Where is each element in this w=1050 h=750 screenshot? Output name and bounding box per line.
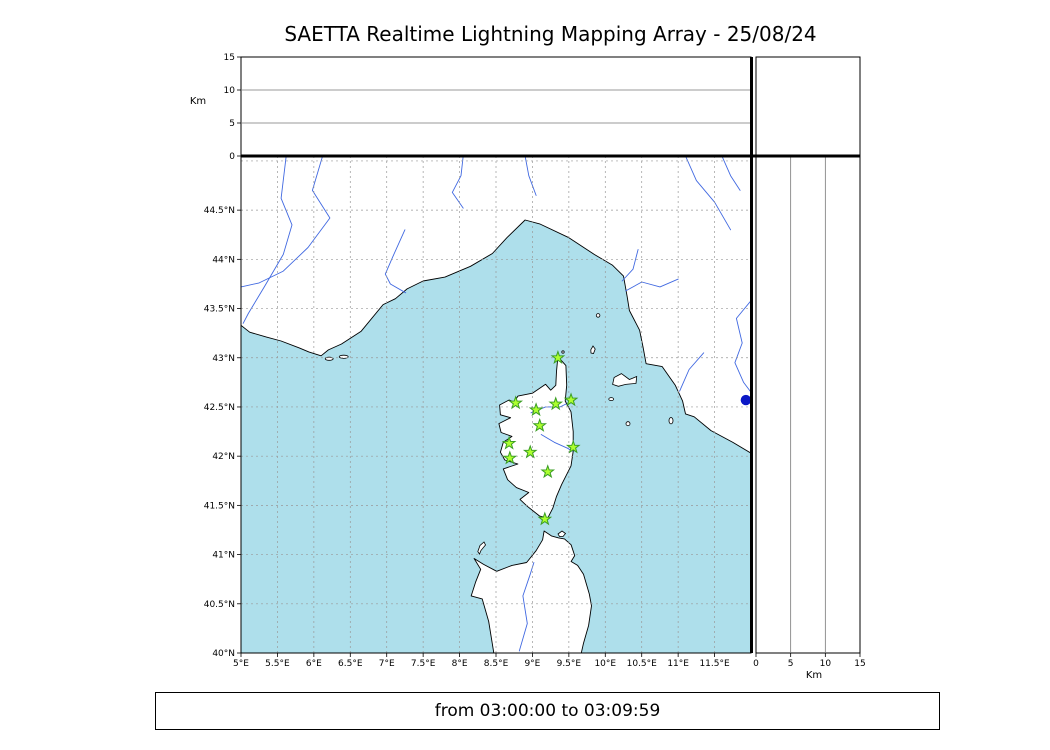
lma-station-marker: [508, 395, 524, 410]
lon-tick-label: 9°E: [524, 659, 540, 669]
time-window-box: from 03:00:00 to 03:09:59: [155, 692, 940, 730]
lma-station-marker: [550, 350, 566, 364]
lat-tick-label: 40°N: [212, 649, 235, 659]
island-giraglia: [561, 350, 565, 354]
lma-station-marker: [532, 417, 548, 432]
island-elba: [612, 373, 638, 387]
lma-station-marker: [540, 464, 556, 479]
island-sardinia: [470, 530, 592, 653]
lma-station-marker: [565, 439, 581, 454]
altitude-right-panel: 0 5 10 15 Km: [753, 155, 866, 681]
island-maddalena: [557, 530, 567, 537]
lon-tick-label: 5°E: [233, 659, 249, 669]
lon-tick-label: 10.5°E: [627, 659, 658, 669]
river-coghinas: [518, 562, 535, 652]
km-tick-label: 15: [854, 659, 865, 669]
river-serchio: [621, 249, 639, 282]
lat-tick-label: 43.5°N: [204, 305, 235, 315]
lat-tick-label: 40.5°N: [204, 600, 235, 610]
lon-tick-label: 5.5°E: [265, 659, 290, 669]
lma-station-marker: [563, 392, 579, 407]
altitude-top-km-label: Km: [190, 96, 206, 107]
lon-tick-label: 11.5°E: [699, 659, 730, 669]
lat-tick-label: 44°N: [212, 255, 235, 265]
corner-panel: [755, 56, 861, 157]
lma-station-marker: [528, 402, 544, 417]
km-tick-label: 15: [224, 53, 235, 63]
lma-station-marker: [522, 444, 538, 459]
rivers: [241, 156, 751, 652]
river-rhone: [242, 156, 293, 324]
island-giglio: [668, 417, 674, 425]
lon-tick-label: 8°E: [452, 659, 468, 669]
island-pianosa: [608, 397, 614, 402]
coastline-mainland: [241, 156, 751, 454]
lon-tick-label: 6°E: [306, 659, 322, 669]
altitude-top-ticks: 15 10 5 0: [224, 53, 241, 162]
km-tick-label: 5: [788, 659, 794, 669]
altitude-top-frame: [240, 56, 752, 157]
altitude-top-gridlines: [241, 89, 751, 124]
lon-tick-label: 8.5°E: [484, 659, 509, 669]
lat-tick-label: 44.5°N: [204, 206, 235, 216]
lon-tick-label: 10°E: [594, 659, 616, 669]
lat-tick-label: 42.5°N: [204, 403, 235, 413]
altitude-right-km-label: Km: [806, 670, 822, 681]
page-title: SAETTA Realtime Lightning Mapping Array …: [284, 22, 817, 46]
river-tiber: [734, 300, 751, 393]
island-corsica: [498, 356, 574, 519]
lat-tick-label: 42°N: [212, 452, 235, 462]
km-tick-label: 10: [820, 659, 832, 669]
river-topright: [721, 156, 741, 191]
river-arno: [625, 278, 679, 292]
lon-tick-label: 7.5°E: [411, 659, 436, 669]
map-axis-ticks: 44.5°N 44°N 43.5°N 43°N 42.5°N 42°N 41.5°N 41°N…: [204, 206, 730, 669]
lma-station-marker: [548, 396, 564, 411]
km-tick-label: 0: [229, 152, 235, 162]
lma-station-marker: [502, 450, 518, 465]
lon-tick-label: 11°E: [667, 659, 689, 669]
river-tanaro: [451, 156, 464, 209]
lma-station-marker: [501, 435, 517, 450]
river-var: [384, 229, 407, 294]
lat-tick-label: 43°N: [212, 354, 235, 364]
altitude-top-panel: 15 10 5 0 Km: [190, 53, 752, 162]
landmasses: [241, 156, 751, 653]
island-montecristo: [625, 421, 631, 427]
river-durance: [241, 156, 331, 288]
time-window-text: from 03:00:00 to 03:09:59: [434, 701, 661, 721]
lat-tick-label: 41°N: [212, 551, 235, 561]
blue-circle-marker: [740, 394, 751, 406]
lma-station-marker: [537, 511, 553, 526]
island-capraia: [590, 345, 596, 354]
island-asinara: [477, 541, 486, 555]
river-reno: [685, 156, 732, 231]
lon-tick-label: 7°E: [379, 659, 395, 669]
station-markers: [501, 350, 751, 526]
river-scrivia: [524, 156, 537, 196]
altitude-right-frame: [755, 155, 861, 654]
altitude-right-gridlines: [790, 156, 826, 653]
km-tick-label: 5: [229, 119, 235, 129]
map-gridlines: [241, 156, 751, 653]
map-panel: 44.5°N 44°N 43.5°N 43°N 42.5°N 42°N 41.5°N 41°N…: [204, 155, 752, 669]
km-tick-label: 10: [224, 86, 236, 96]
river-ombrone: [679, 352, 705, 392]
altitude-right-ticks: 0 5 10 15: [753, 653, 866, 669]
lat-tick-label: 41.5°N: [204, 501, 235, 511]
lon-tick-label: 6.5°E: [338, 659, 363, 669]
km-tick-label: 0: [753, 659, 759, 669]
island-gorgona: [595, 313, 601, 318]
lon-tick-label: 9.5°E: [557, 659, 582, 669]
